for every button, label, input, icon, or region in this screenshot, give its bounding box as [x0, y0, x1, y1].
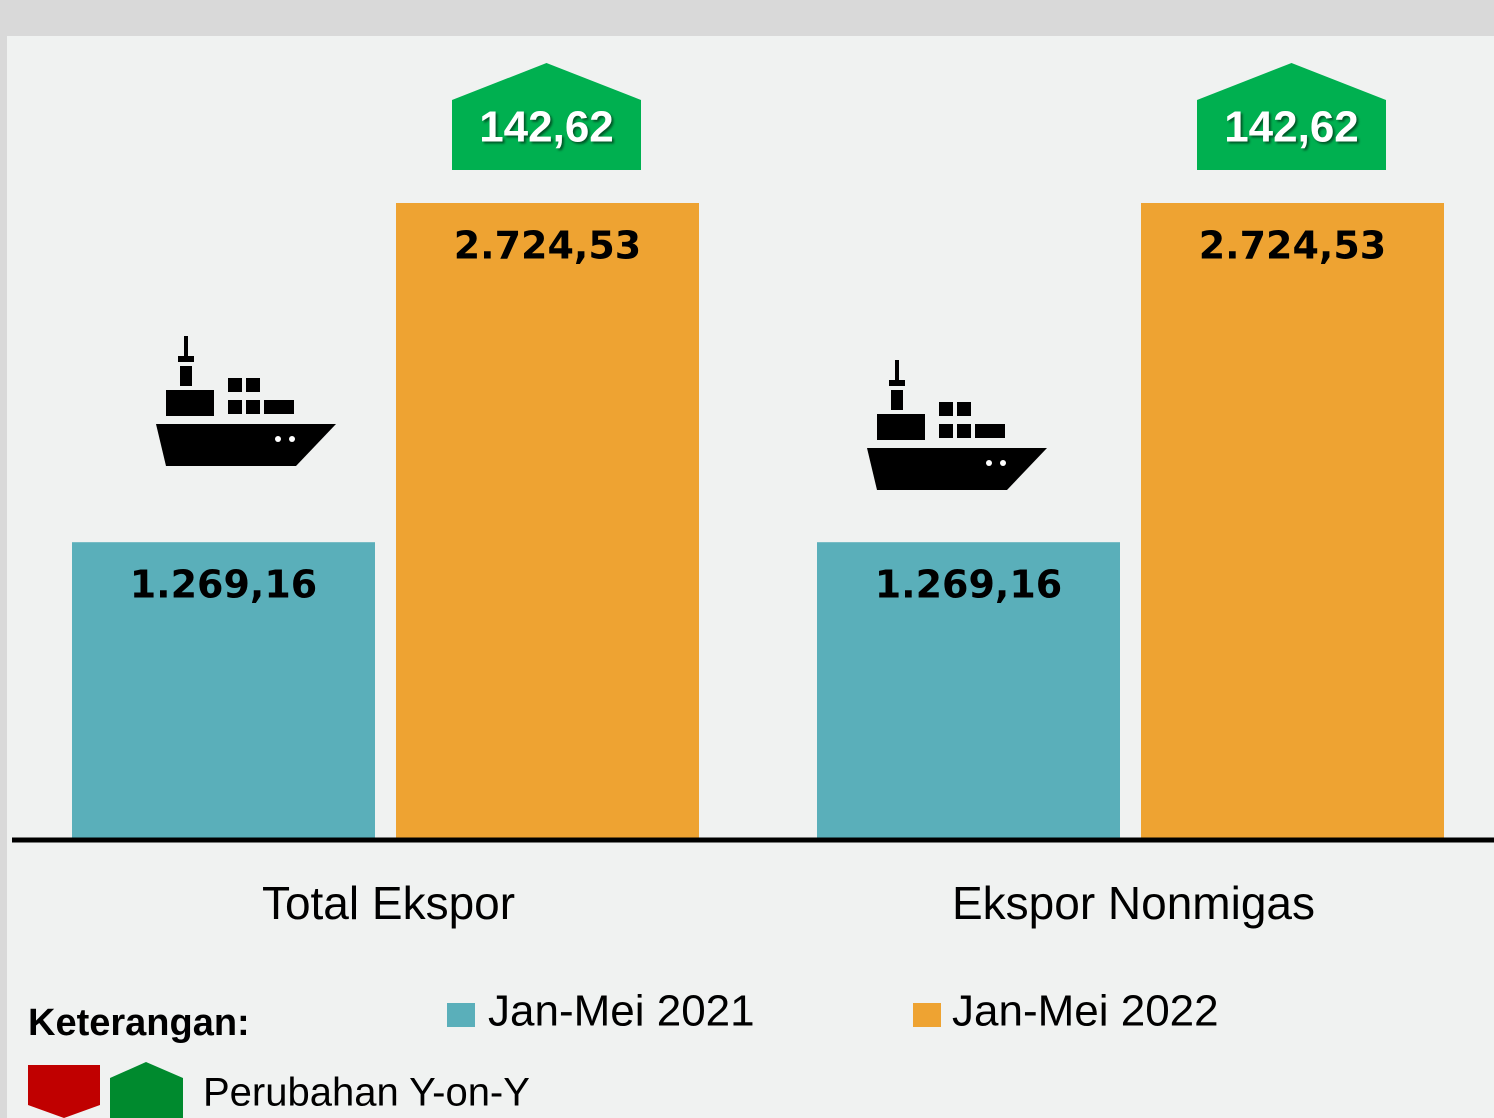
down-icon	[28, 1065, 100, 1118]
change-label: 142,62	[1224, 103, 1359, 152]
change-badge	[452, 63, 641, 170]
change-legend: Perubahan Y-on-Y	[203, 1071, 530, 1115]
legend-label: Jan-Mei 2022	[952, 987, 1219, 1036]
x-tick-label: Ekspor Nonmigas	[952, 877, 1315, 929]
bar	[396, 203, 699, 838]
value-label: 1.269,16	[875, 563, 1063, 607]
bar	[72, 542, 375, 838]
change-label: 142,62	[479, 103, 614, 152]
bar	[1141, 203, 1444, 838]
plot: 1.269,16 2.724,53 142,62 1.269,16 2.724,53 14…	[72, 63, 1444, 838]
legend-swatch	[447, 1003, 475, 1027]
bar	[817, 542, 1120, 838]
legend-label: Jan-Mei 2021	[488, 987, 755, 1036]
legend-title: Keterangan:	[28, 1002, 250, 1044]
legend-swatch	[913, 1003, 941, 1027]
value-label: 2.724,53	[454, 224, 642, 268]
value-label: 1.269,16	[130, 563, 318, 607]
change-badge	[1197, 63, 1386, 170]
up-icon	[110, 1062, 183, 1118]
x-tick-label: Total Ekspor	[262, 877, 515, 929]
value-label: 2.724,53	[1199, 224, 1387, 268]
